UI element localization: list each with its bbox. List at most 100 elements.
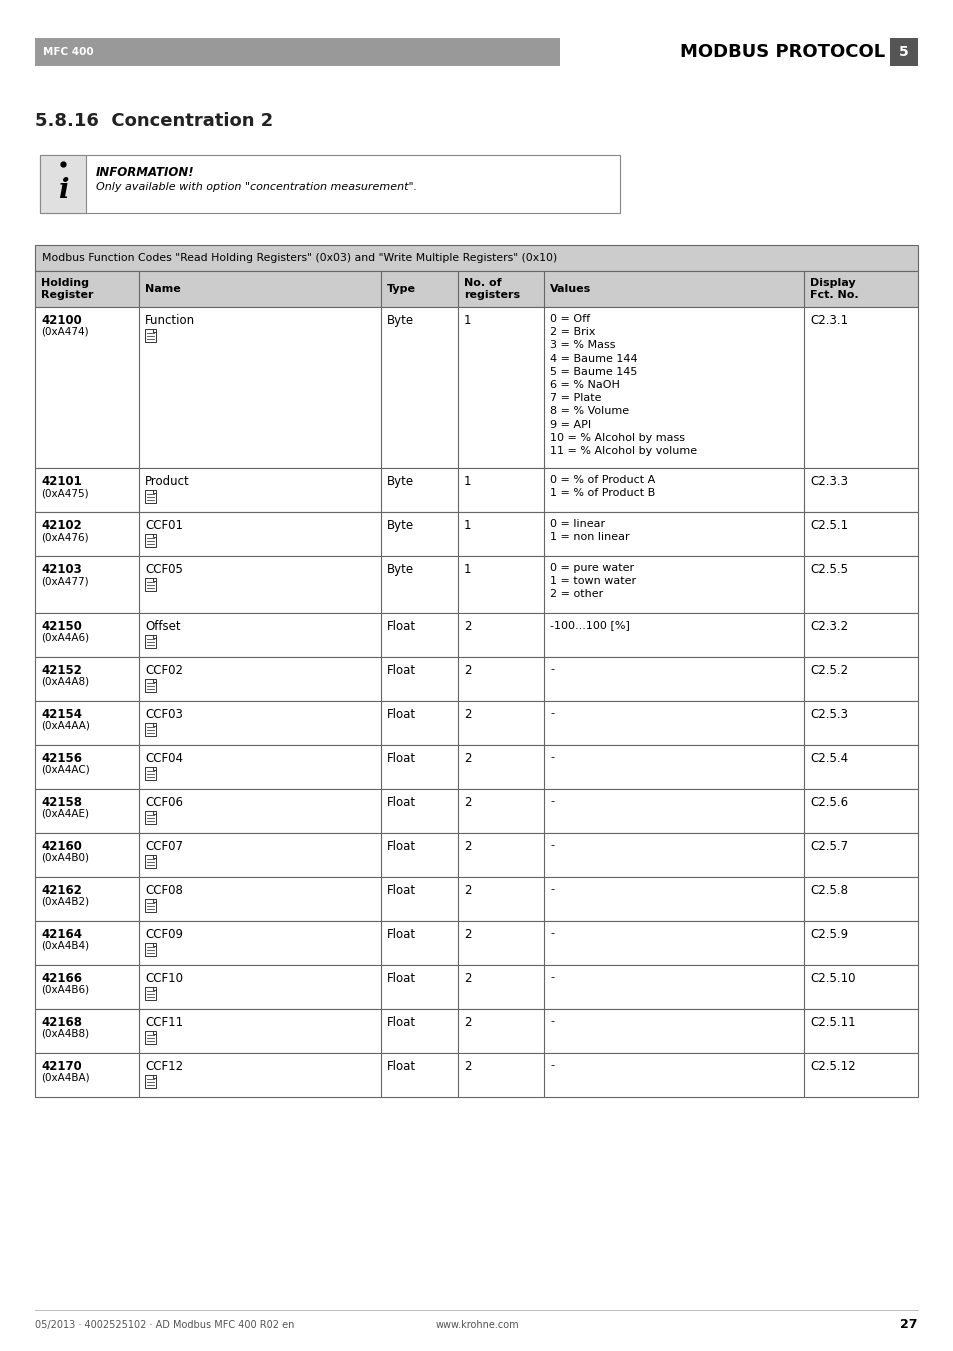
Text: C2.5.9: C2.5.9 — [809, 928, 847, 942]
Bar — [40, 155, 619, 213]
Bar — [145, 635, 156, 648]
Text: C2.3.2: C2.3.2 — [809, 620, 847, 634]
Bar — [145, 578, 156, 590]
Text: -: - — [550, 971, 554, 982]
Text: 42160: 42160 — [41, 840, 82, 852]
Text: Function: Function — [145, 313, 195, 327]
Text: Holding
Register: Holding Register — [41, 278, 93, 300]
Text: Float: Float — [387, 663, 416, 677]
Text: 42102: 42102 — [41, 519, 82, 532]
Text: 42154: 42154 — [41, 708, 82, 721]
Bar — [35, 307, 917, 467]
Text: 42166: 42166 — [41, 971, 82, 985]
Text: CCF12: CCF12 — [145, 1061, 183, 1073]
Text: 27: 27 — [900, 1319, 917, 1332]
Text: 1: 1 — [463, 313, 471, 327]
Bar — [35, 512, 917, 557]
Text: C2.5.1: C2.5.1 — [809, 519, 847, 532]
Text: C2.5.4: C2.5.4 — [809, 753, 847, 765]
Bar — [889, 38, 917, 66]
Bar — [40, 155, 86, 213]
Text: Float: Float — [387, 796, 416, 809]
Text: C2.5.11: C2.5.11 — [809, 1016, 855, 1029]
Text: C2.5.12: C2.5.12 — [809, 1061, 855, 1073]
Text: (0xA4BA): (0xA4BA) — [41, 1073, 90, 1084]
Text: C2.5.8: C2.5.8 — [809, 884, 847, 897]
Text: 2: 2 — [463, 753, 471, 765]
Bar — [145, 723, 156, 736]
Text: 0 = linear
1 = non linear: 0 = linear 1 = non linear — [550, 519, 629, 542]
Text: -: - — [550, 708, 554, 717]
Text: Float: Float — [387, 1061, 416, 1073]
Text: MODBUS PROTOCOL: MODBUS PROTOCOL — [679, 43, 884, 61]
Text: -100...100 [%]: -100...100 [%] — [550, 620, 629, 630]
Text: Offset: Offset — [145, 620, 180, 634]
Text: Name: Name — [145, 284, 180, 295]
Bar — [35, 557, 917, 613]
Text: C2.5.6: C2.5.6 — [809, 796, 847, 809]
Text: (0xA477): (0xA477) — [41, 576, 89, 586]
Text: 2: 2 — [463, 884, 471, 897]
Text: Modbus Function Codes "Read Holding Registers" (0x03) and "Write Multiple Regist: Modbus Function Codes "Read Holding Regi… — [42, 253, 557, 263]
Text: Only available with option "concentration measurement".: Only available with option "concentratio… — [96, 182, 416, 192]
Text: 2: 2 — [463, 1061, 471, 1073]
Text: (0xA474): (0xA474) — [41, 327, 89, 336]
Bar — [35, 38, 917, 66]
Text: 42103: 42103 — [41, 563, 82, 576]
Text: Float: Float — [387, 753, 416, 765]
Bar — [145, 898, 156, 912]
Text: No. of
registers: No. of registers — [463, 278, 519, 300]
Text: CCF02: CCF02 — [145, 663, 183, 677]
Text: Byte: Byte — [387, 476, 414, 488]
Text: CCF10: CCF10 — [145, 971, 183, 985]
Text: CCF11: CCF11 — [145, 1016, 183, 1029]
Bar — [35, 1009, 917, 1052]
Text: 42168: 42168 — [41, 1016, 82, 1029]
Text: (0xA4A8): (0xA4A8) — [41, 677, 89, 688]
Text: 42101: 42101 — [41, 476, 82, 488]
Text: 1: 1 — [463, 563, 471, 576]
Bar — [35, 1052, 917, 1097]
Text: Float: Float — [387, 884, 416, 897]
Text: 05/2013 · 4002525102 · AD Modbus MFC 400 R02 en: 05/2013 · 4002525102 · AD Modbus MFC 400… — [35, 1320, 294, 1329]
Bar — [35, 921, 917, 965]
Text: -: - — [550, 1016, 554, 1025]
Bar — [35, 789, 917, 834]
Text: Float: Float — [387, 928, 416, 942]
Text: 42152: 42152 — [41, 663, 82, 677]
Text: (0xA4AE): (0xA4AE) — [41, 809, 89, 819]
Text: (0xA475): (0xA475) — [41, 488, 89, 499]
Text: (0xA476): (0xA476) — [41, 532, 89, 542]
Text: CCF03: CCF03 — [145, 708, 183, 721]
Bar — [145, 534, 156, 547]
Bar — [35, 701, 917, 744]
Bar — [35, 834, 917, 877]
Text: CCF06: CCF06 — [145, 796, 183, 809]
Text: Byte: Byte — [387, 313, 414, 327]
Bar — [145, 680, 156, 692]
Text: C2.5.5: C2.5.5 — [809, 563, 847, 576]
Text: C2.3.3: C2.3.3 — [809, 476, 847, 488]
Text: (0xA4B8): (0xA4B8) — [41, 1029, 89, 1039]
Text: CCF01: CCF01 — [145, 519, 183, 532]
Bar — [35, 467, 917, 512]
Text: (0xA4A6): (0xA4A6) — [41, 634, 89, 643]
Text: C2.5.3: C2.5.3 — [809, 708, 847, 721]
Bar — [145, 1031, 156, 1044]
Bar — [145, 1075, 156, 1088]
Text: 1: 1 — [463, 519, 471, 532]
Text: (0xA4AA): (0xA4AA) — [41, 721, 90, 731]
Bar — [35, 657, 917, 701]
Bar — [145, 767, 156, 780]
Text: 0 = % of Product A
1 = % of Product B: 0 = % of Product A 1 = % of Product B — [550, 476, 655, 499]
Text: 42158: 42158 — [41, 796, 82, 809]
Bar — [145, 988, 156, 1000]
Text: -: - — [550, 796, 554, 807]
Text: Byte: Byte — [387, 519, 414, 532]
Text: www.krohne.com: www.krohne.com — [435, 1320, 518, 1329]
Text: 5.8.16  Concentration 2: 5.8.16 Concentration 2 — [35, 112, 273, 130]
Text: 0 = pure water
1 = town water
2 = other: 0 = pure water 1 = town water 2 = other — [550, 563, 636, 600]
Text: 2: 2 — [463, 971, 471, 985]
Text: 42150: 42150 — [41, 620, 82, 634]
Text: 42170: 42170 — [41, 1061, 82, 1073]
